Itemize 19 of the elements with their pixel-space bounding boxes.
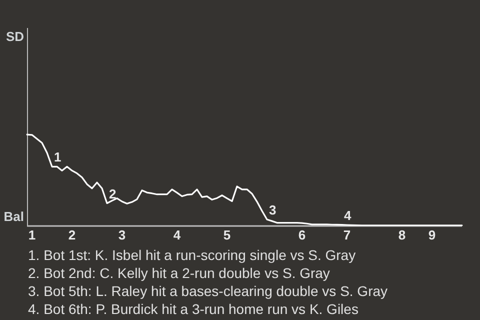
text: 4. Bot 6th: P. Burdick hit a 3-run home run vs K. Giles — [28, 300, 360, 318]
x-tick-label: 1 — [28, 227, 36, 242]
x-tick-label: 4 — [173, 227, 182, 242]
text: 3. Bot 5th: L. Raley hit a bases-clearing double vs S. Gray — [28, 282, 389, 300]
annotation: 2 — [109, 186, 116, 202]
x-tick-label: 5 — [223, 227, 231, 242]
x-tick-label: 2 — [68, 227, 76, 242]
text: SD — [6, 29, 24, 44]
x-tick-label: 6 — [298, 227, 306, 242]
text: 2. Bot 2nd: C. Kelly hit a 2-run double vs S. Gray — [28, 264, 331, 282]
text: Bal — [4, 209, 24, 224]
x-tick-label: 7 — [343, 227, 351, 242]
annotation: 1 — [54, 150, 62, 165]
annotation: 4 — [344, 208, 352, 223]
text: 1. Bot 1st: K. Isbel hit a run-scoring single vs S. Gray — [28, 246, 357, 264]
x-tick-label: 9 — [428, 227, 436, 242]
annotation: 3 — [269, 202, 276, 218]
x-tick-label: 8 — [398, 227, 406, 242]
x-tick-label: 3 — [118, 227, 126, 242]
